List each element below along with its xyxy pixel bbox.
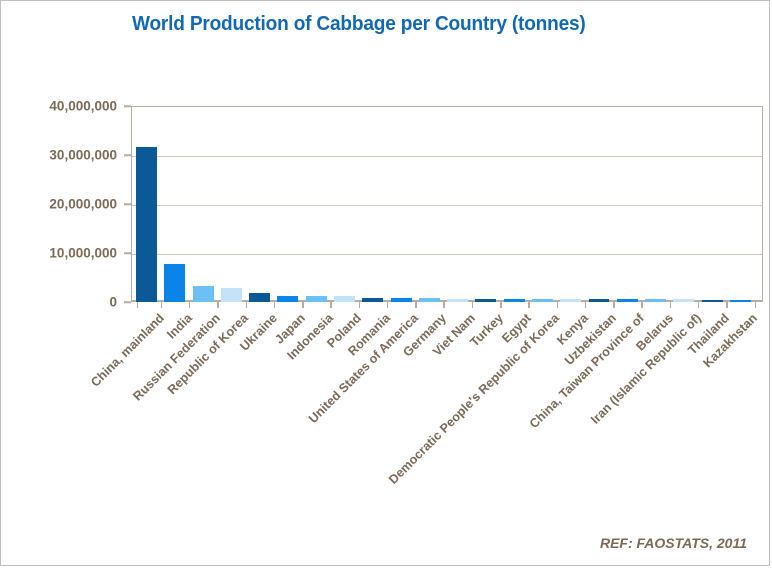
y-axis-tick-mark — [124, 301, 131, 303]
bar — [334, 296, 355, 302]
plot-area — [131, 106, 763, 302]
bar — [418, 298, 440, 302]
x-axis-tick-mark — [669, 302, 672, 308]
x-axis-tick-mark — [302, 302, 304, 308]
x-axis-tick-mark — [556, 302, 559, 308]
bar — [531, 298, 553, 302]
x-axis-tick-mark — [528, 302, 530, 308]
bar — [701, 299, 723, 302]
x-axis-tick-mark — [330, 302, 332, 308]
x-axis-tick-mark — [217, 302, 219, 308]
bar-series — [131, 106, 763, 302]
gridline — [132, 254, 762, 255]
x-axis-tick-mark — [584, 302, 587, 308]
chart-title: World Production of Cabbage per Country … — [132, 12, 586, 35]
x-axis-tick-mark — [443, 302, 445, 308]
bar — [645, 299, 666, 302]
axis-baseline — [132, 299, 762, 301]
bar — [475, 298, 497, 302]
x-axis-tick-mark — [641, 302, 643, 308]
source-note: REF: FAOSTATS, 2011 — [599, 535, 747, 551]
gridline — [132, 205, 762, 206]
bar — [447, 298, 469, 302]
x-axis-tick-mark — [358, 302, 361, 308]
x-axis-tick-mark — [754, 302, 757, 308]
gridline — [132, 156, 762, 157]
y-axis-tick-label: 20,000,000 — [49, 196, 117, 212]
y-axis-tick-label: 40,000,000 — [49, 98, 117, 114]
bar — [616, 299, 638, 302]
x-axis-tick-mark — [136, 302, 139, 308]
bar — [277, 295, 299, 302]
bar — [390, 297, 412, 302]
x-axis-tick-mark — [160, 302, 163, 308]
y-axis-tick-label: 0 — [109, 294, 117, 310]
bar — [136, 146, 157, 302]
bar — [305, 295, 327, 302]
bar — [729, 299, 751, 302]
bar — [164, 263, 186, 302]
x-axis-tick-mark — [697, 302, 700, 308]
bar — [673, 299, 695, 302]
x-axis-tick-mark — [386, 302, 389, 308]
x-axis-tick-mark — [613, 302, 615, 308]
bar — [588, 299, 610, 302]
y-axis-tick-label: 10,000,000 — [49, 245, 117, 261]
y-axis-tick-mark — [124, 203, 131, 205]
x-axis-tick-mark — [273, 302, 276, 308]
x-axis-tick-mark — [415, 302, 417, 308]
x-axis-tick-mark — [500, 302, 502, 308]
x-axis-tick-mark — [471, 302, 474, 308]
bar — [192, 285, 214, 302]
bar — [560, 298, 582, 302]
y-axis-tick-mark — [124, 252, 131, 254]
x-axis-tick-mark — [726, 302, 728, 308]
x-axis-tick-mark — [245, 302, 248, 308]
bar — [503, 298, 525, 302]
x-axis-tick-mark — [188, 302, 191, 308]
bar — [362, 297, 384, 302]
bar — [249, 293, 271, 302]
y-axis-tick-mark — [124, 105, 131, 107]
y-axis-tick-mark — [124, 154, 131, 156]
y-axis-tick-label: 30,000,000 — [49, 147, 117, 163]
bar — [220, 288, 242, 302]
